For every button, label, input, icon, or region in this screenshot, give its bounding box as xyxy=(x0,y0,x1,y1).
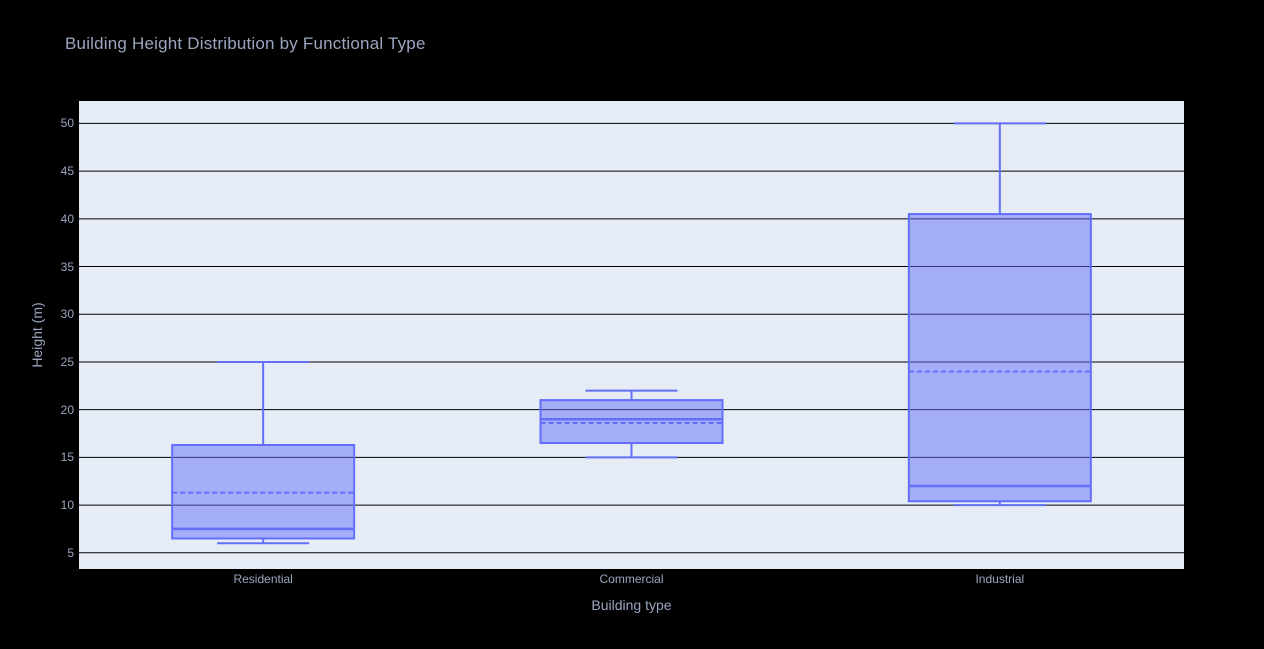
boxplot-canvas xyxy=(79,122,1184,554)
y-tick-50: 50 xyxy=(60,116,74,131)
x-axis-title: Building type xyxy=(591,597,672,613)
y-tick-25: 25 xyxy=(60,354,74,369)
y-tick-5: 5 xyxy=(67,545,74,560)
y-tick-35: 35 xyxy=(60,259,74,274)
y-tick-40: 40 xyxy=(60,211,74,226)
y-tick-20: 20 xyxy=(60,402,74,417)
y-tick-45: 45 xyxy=(60,164,74,179)
chart-title: Building Height Distribution by Function… xyxy=(65,34,426,53)
plot-area xyxy=(79,101,1184,569)
box-industrial xyxy=(907,213,1092,503)
y-tick-30: 30 xyxy=(60,307,74,322)
y-tick-15: 15 xyxy=(60,450,74,465)
x-tick-residential: Residential xyxy=(233,572,293,586)
x-tick-industrial: Industrial xyxy=(975,572,1025,586)
box-commercial xyxy=(539,399,724,445)
y-tick-10: 10 xyxy=(60,498,74,513)
x-tick-commercial: Commercial xyxy=(599,572,664,586)
